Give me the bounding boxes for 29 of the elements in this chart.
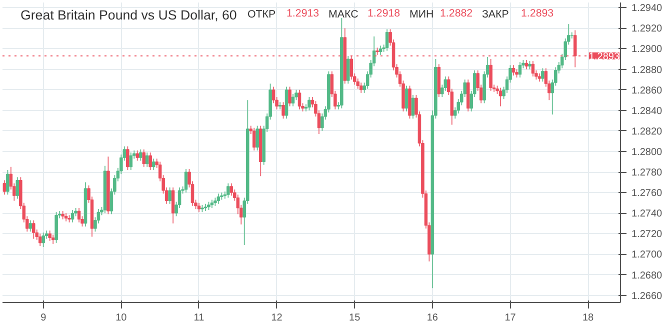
x-tick-label: 11 xyxy=(194,312,205,323)
annotation: ОТКР 1.2913 xyxy=(248,8,320,20)
y-tick-label: 1.2800 xyxy=(632,146,663,158)
x-tick-label: 12 xyxy=(271,312,283,323)
y-tick-label: 1.2900 xyxy=(632,44,663,56)
y-tick-label: 1.2860 xyxy=(632,85,663,96)
chart-title: Great Britain Pound vs US Dollar, 60 xyxy=(20,8,237,22)
x-tick-label: 9 xyxy=(40,312,47,323)
y-tick-label: 1.2840 xyxy=(632,106,663,117)
y-tick-label: 1.2720 xyxy=(632,229,663,240)
annotation: МАКС 1.2918 xyxy=(328,8,400,20)
y-tick-label: 1.2760 xyxy=(632,188,663,200)
y-tick-label: 1.2680 xyxy=(632,270,663,282)
y-tick-label: 1.2660 xyxy=(632,290,663,302)
x-tick-label: 18 xyxy=(582,312,594,323)
annotation: МИН 1.2882 xyxy=(410,8,473,20)
y-tick-label: 1.2780 xyxy=(632,168,663,179)
x-tick-label: 15 xyxy=(349,312,361,323)
y-tick-label: 1.2920 xyxy=(632,24,663,35)
x-tick-label: 17 xyxy=(504,312,516,323)
ref-line-label: 1.2893 xyxy=(588,51,620,62)
x-tick-label: 16 xyxy=(426,312,438,323)
y-tick-label: 1.2940 xyxy=(632,3,663,14)
y-tick-label: 1.2700 xyxy=(632,250,663,261)
y-tick-label: 1.2880 xyxy=(632,64,663,76)
annotation: ЗАКР 1.2893 xyxy=(482,8,554,20)
y-tick-label: 1.2740 xyxy=(632,208,663,220)
y-tick-label: 1.2820 xyxy=(632,126,663,138)
x-tick-label: 10 xyxy=(116,312,128,323)
